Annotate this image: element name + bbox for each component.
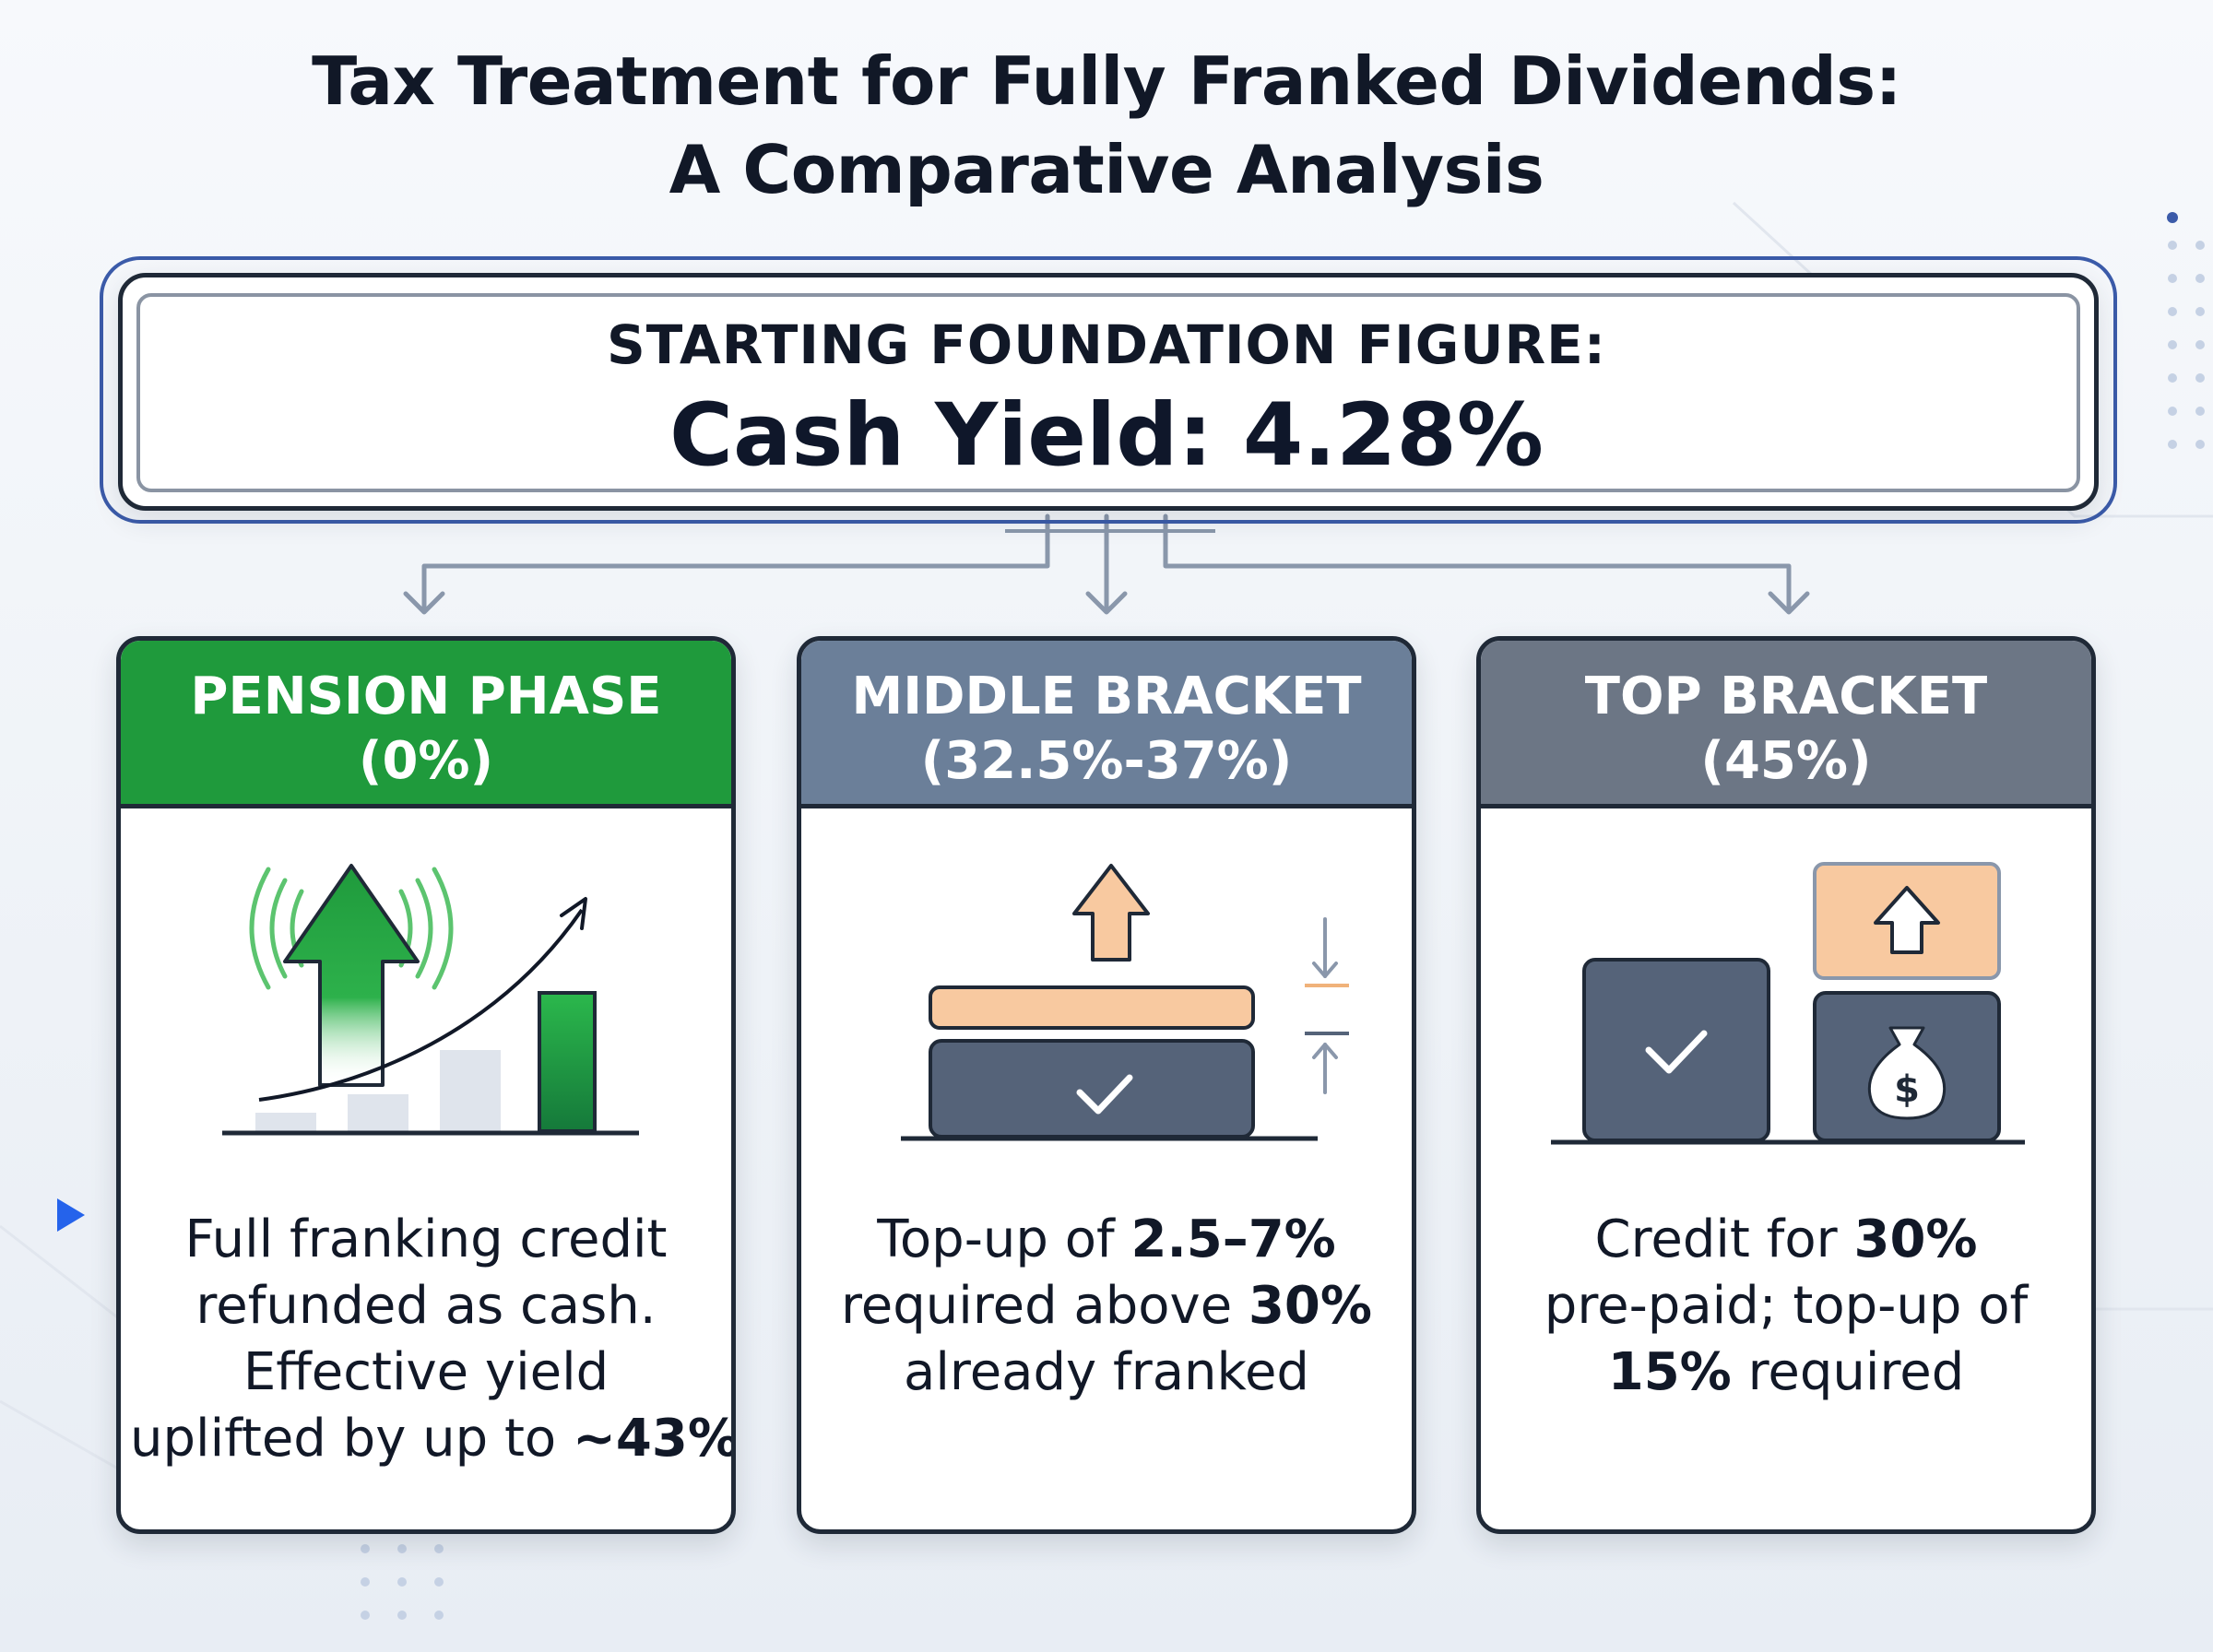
foundation-value: Cash Yield: 4.28% <box>669 385 1544 486</box>
text-segment: uplifted by up to <box>130 1409 573 1469</box>
text-segment: Credit for <box>1594 1210 1854 1269</box>
highlight-value: 30% <box>1248 1276 1372 1336</box>
text-segment: required above <box>840 1276 1249 1336</box>
card-heading: TOP BRACKET <box>1584 667 1988 726</box>
card-header: MIDDLE BRACKET (32.5%-37%) <box>801 641 1412 808</box>
card-heading: PENSION PHASE <box>190 667 662 726</box>
card-rate: (45%) <box>1700 731 1872 791</box>
card-description: Top-up of 2.5–7% required above 30% alre… <box>811 1207 1402 1406</box>
card-header: PENSION PHASE (0%) <box>121 641 731 808</box>
card-pension-phase: PENSION PHASE (0%) <box>116 636 736 1534</box>
card-rate: (32.5%-37%) <box>920 731 1293 791</box>
text-segment: refunded as cash. <box>195 1276 657 1336</box>
play-triangle-icon <box>57 1198 85 1232</box>
title-line-1: Tax Treatment for Fully Franked Dividend… <box>312 42 1901 120</box>
foundation-label: STARTING FOUNDATION FIGURE: <box>607 313 1606 376</box>
card-top-bracket: TOP BRACKET (45%) $ Credit for 30% pre-p… <box>1476 636 2096 1534</box>
card-description: Credit for 30% pre-paid; top-up of 15% r… <box>1490 1207 2082 1406</box>
foundation-box <box>118 273 2099 511</box>
card-heading: MIDDLE BRACKET <box>851 667 1362 726</box>
text-segment: already franked <box>904 1342 1309 1402</box>
highlight-value: 2.5–7% <box>1130 1210 1336 1269</box>
highlight-value: 15% <box>1607 1342 1732 1402</box>
text-segment: Effective yield <box>243 1342 609 1402</box>
foundation-inner-frame <box>136 293 2080 492</box>
foundation-frame <box>100 256 2117 524</box>
credit-and-money-bag-icon: $ <box>1551 862 2025 1145</box>
growth-arrow-chart-icon <box>222 864 639 1136</box>
card-description: Full franking credit refunded as cash. E… <box>130 1207 731 1472</box>
highlight-value: 30% <box>1853 1210 1978 1269</box>
top-up-layer-icon <box>901 864 1349 1141</box>
text-segment: Full franking credit <box>184 1210 668 1269</box>
card-middle-bracket: MIDDLE BRACKET (32.5%-37%) Top-up of 2.5… <box>797 636 1416 1534</box>
card-rate: (0%) <box>358 731 494 791</box>
svg-text:$: $ <box>1894 1068 1920 1111</box>
text-segment: pre-paid; top-up of <box>1544 1276 2029 1336</box>
text-segment: required <box>1731 1342 1965 1402</box>
money-bag-icon <box>1867 1026 1947 1120</box>
card-header: TOP BRACKET (45%) <box>1481 641 2091 808</box>
highlight-value: ~43% <box>573 1409 736 1469</box>
text-segment: Top-up of <box>877 1210 1131 1269</box>
page-title: Tax Treatment for Fully Franked Dividend… <box>0 37 2213 214</box>
title-line-2: A Comparative Analysis <box>669 131 1544 208</box>
